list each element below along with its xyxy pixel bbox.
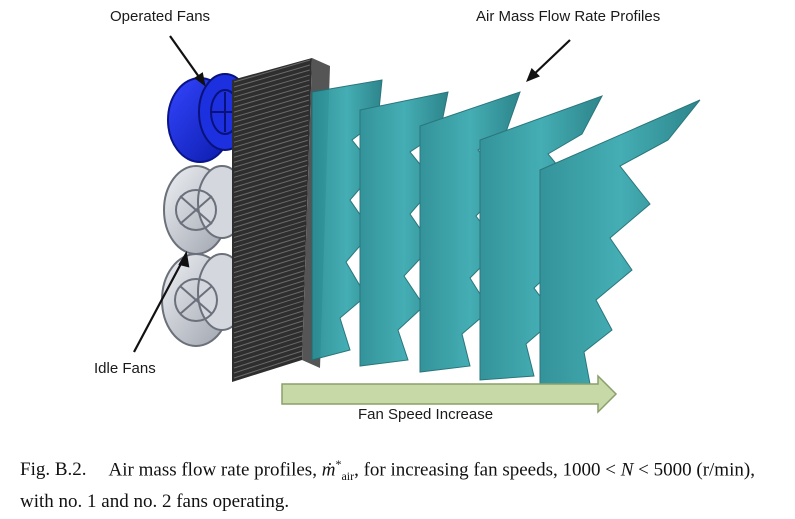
- grille-slat: [233, 315, 304, 339]
- caption-symbol-sup: *: [335, 457, 342, 471]
- grille-slat: [233, 174, 308, 198]
- grille-slat: [233, 124, 309, 148]
- grille-slat: [233, 305, 304, 329]
- grille-slat: [233, 210, 307, 233]
- fan-speed-arrow: [281, 374, 618, 414]
- grille-slat: [233, 89, 310, 113]
- grille-slat: [233, 270, 305, 294]
- grille-slat: [233, 260, 305, 284]
- grille-slat: [233, 325, 303, 349]
- grille-slat: [233, 215, 306, 239]
- grille-slat: [233, 99, 310, 123]
- caption-symbol-sub: air: [341, 469, 355, 484]
- grille-slat: [233, 79, 310, 103]
- fan-speed-label: Fan Speed Increase: [358, 406, 494, 423]
- grille-slat: [233, 139, 308, 163]
- idle-fans-label: Idle Fans: [94, 360, 156, 377]
- grille-slat: [233, 320, 304, 344]
- caption-text-2: , for increasing fan speeds, 1000 <: [354, 459, 621, 481]
- figure-caption: Fig. B.2. Air mass flow rate profiles, ṁ*…: [20, 452, 780, 514]
- grille-slat: [233, 295, 304, 319]
- grille-slat: [233, 345, 303, 369]
- grille-slat: [233, 245, 306, 269]
- grille-slat: [233, 280, 305, 304]
- grille-slat: [233, 184, 307, 208]
- grille-slat: [233, 134, 309, 158]
- figure-illustration: [133, 35, 701, 414]
- grille-slat: [233, 265, 305, 289]
- grille-slat: [233, 164, 308, 188]
- idle-fans-arrow: [133, 257, 185, 353]
- grille-slat: [233, 235, 306, 259]
- grille-slat: [233, 119, 309, 143]
- grille-slat: [233, 350, 303, 374]
- grille-slat: [233, 330, 303, 354]
- flow-rate-profiles: [311, 79, 701, 389]
- grille-slat: [233, 205, 307, 228]
- grille-slat: [233, 310, 304, 334]
- grille-slat: [233, 340, 303, 364]
- grille-slat: [233, 355, 303, 379]
- caption-var-n: N: [620, 459, 634, 481]
- grille-slat: [233, 220, 306, 244]
- grille-slat: [233, 255, 305, 279]
- caption-text-3: < 5000 (r/min), with no. 1 and no. 2 fan…: [20, 459, 755, 513]
- grille-slat: [233, 169, 308, 193]
- grille-slat: [233, 240, 306, 264]
- grille-slat: [233, 129, 309, 153]
- operated-fans-label: Operated Fans: [110, 8, 211, 25]
- grille-slat: [233, 84, 310, 108]
- grille-slat: [233, 199, 307, 223]
- profiles-arrow: [529, 39, 571, 79]
- grille-slat: [233, 285, 305, 309]
- grille-slat: [233, 109, 309, 133]
- grille-slat: [233, 300, 304, 324]
- grille-slat: [233, 74, 310, 98]
- grille-slat: [233, 225, 306, 249]
- grille-slat: [233, 290, 304, 314]
- grille-slat: [233, 275, 305, 299]
- grille-slat: [233, 154, 308, 178]
- grille-slat: [233, 144, 308, 168]
- grille-slat: [233, 335, 303, 359]
- grille-slat: [233, 189, 307, 213]
- grille-slat: [233, 149, 308, 173]
- callout-arrows: [133, 35, 571, 353]
- grille-slat: [233, 159, 308, 183]
- grille-slat: [233, 114, 309, 138]
- caption-symbol: ṁ: [321, 459, 336, 481]
- grille-slat: [233, 179, 307, 203]
- caption-text-1: Air mass flow rate profiles,: [108, 459, 322, 481]
- grille-slat: [233, 69, 310, 93]
- grille-slat: [233, 104, 309, 128]
- grille-slat: [233, 64, 311, 88]
- grille-slat: [233, 94, 310, 118]
- grille-slat: [233, 250, 305, 274]
- grille-slat: [233, 194, 307, 218]
- profiles-label: Air Mass Flow Rate Profiles: [476, 8, 661, 25]
- caption-label: Fig. B.2.: [20, 459, 87, 481]
- grille-slat: [233, 230, 306, 254]
- grille-slat: [233, 59, 311, 83]
